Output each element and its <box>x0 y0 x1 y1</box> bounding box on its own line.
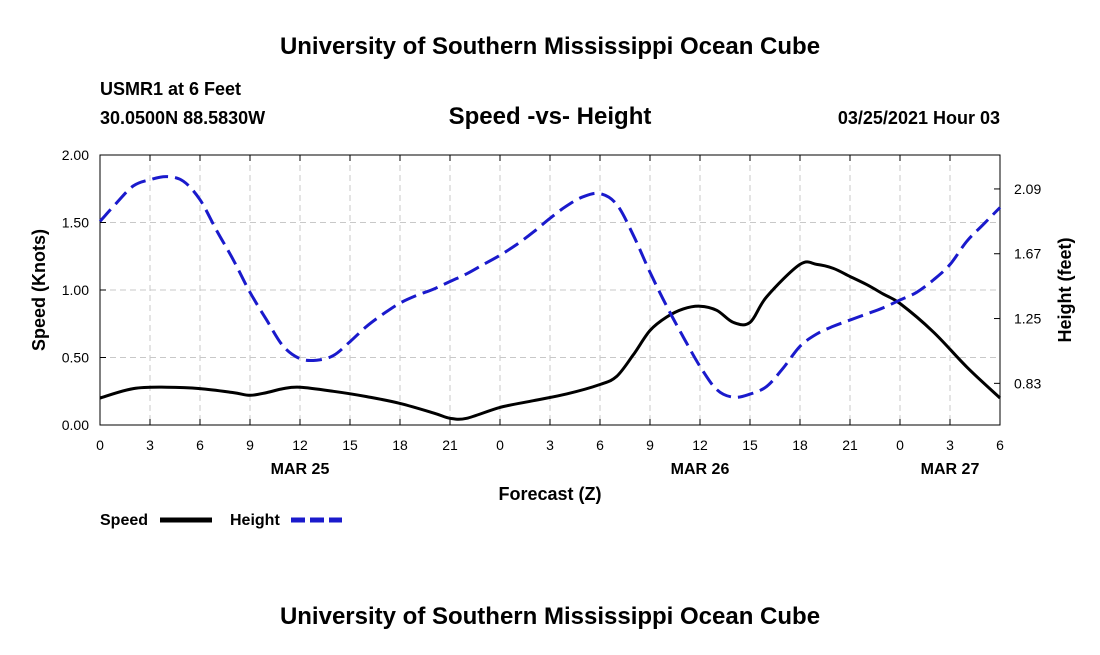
x-tick-label: 3 <box>546 437 554 453</box>
x-tick-label: 21 <box>842 437 858 453</box>
series-line-height <box>98 175 1002 399</box>
x-tick-label: 3 <box>146 437 154 453</box>
page-title: University of Southern Mississippi Ocean… <box>280 33 820 60</box>
series-line-speed <box>99 260 1002 421</box>
x-date-label: MAR 25 <box>271 461 330 478</box>
x-tick-label: 9 <box>646 437 654 453</box>
x-tick-label: 12 <box>292 437 308 453</box>
x-tick-label: 21 <box>442 437 458 453</box>
x-date-label: MAR 26 <box>671 461 730 478</box>
x-date-label: MAR 27 <box>921 461 980 478</box>
x-tick-label: 18 <box>792 437 808 453</box>
grid <box>100 155 1000 425</box>
x-tick-label: 0 <box>96 437 104 453</box>
x-tick-label: 9 <box>246 437 254 453</box>
x-tick-label: 0 <box>896 437 904 453</box>
x-tick-label: 0 <box>496 437 504 453</box>
x-axis-title: Forecast (Z) <box>498 484 601 504</box>
x-tick-label: 15 <box>342 437 358 453</box>
y-tick-label-left: 0.00 <box>62 417 89 433</box>
series-layer <box>98 175 1002 421</box>
y-axis-right-title: Height (feet) <box>1055 238 1075 343</box>
x-tick-label: 6 <box>196 437 204 453</box>
y-tick-label-left: 2.00 <box>62 147 89 163</box>
station-label: USMR1 at 6 Feet <box>100 79 241 99</box>
plot-frame <box>99 154 1001 426</box>
y-tick-label-right: 1.25 <box>1014 311 1041 327</box>
coordinates-label: 30.0500N 88.5830W <box>100 108 265 128</box>
axes: 0 3 6 9 12 15 18 21 0 3 6 9 12 15 18 21 0 3 6 MAR 25 MAR 26 M… <box>62 147 1042 478</box>
y-tick-label-left: 0.50 <box>62 350 89 366</box>
y-tick-label-right: 2.09 <box>1014 181 1041 197</box>
x-tick-label: 6 <box>996 437 1004 453</box>
footer-title: University of Southern Mississippi Ocean… <box>280 603 820 630</box>
datetime-label: 03/25/2021 Hour 03 <box>838 108 1000 128</box>
legend-speed-label: Speed <box>100 512 148 529</box>
y-tick-label-left: 1.00 <box>62 282 89 298</box>
y-tick-label-right: 0.83 <box>1014 375 1041 391</box>
x-tick-label: 12 <box>692 437 708 453</box>
x-tick-label: 18 <box>392 437 408 453</box>
x-tick-label: 15 <box>742 437 758 453</box>
y-axis-left-title: Speed (Knots) <box>29 229 49 351</box>
legend-height-label: Height <box>230 512 280 529</box>
y-tick-label-left: 1.50 <box>62 215 89 231</box>
legend: Speed Height <box>100 512 342 529</box>
x-tick-label: 3 <box>946 437 954 453</box>
y-tick-label-right: 1.67 <box>1014 246 1041 262</box>
chart-subtitle: Speed -vs- Height <box>449 103 652 130</box>
x-tick-label: 6 <box>596 437 604 453</box>
